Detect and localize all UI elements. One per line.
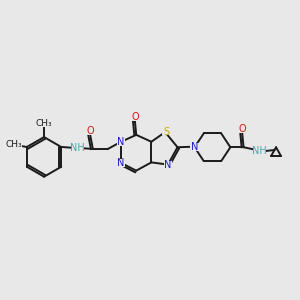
FancyBboxPatch shape xyxy=(117,159,125,167)
FancyBboxPatch shape xyxy=(238,125,246,133)
Text: N: N xyxy=(164,160,172,170)
Text: O: O xyxy=(86,126,94,136)
Text: N: N xyxy=(191,142,198,152)
FancyBboxPatch shape xyxy=(162,128,171,135)
Text: N: N xyxy=(117,158,125,168)
Text: NH: NH xyxy=(252,146,267,156)
FancyBboxPatch shape xyxy=(131,113,139,121)
FancyBboxPatch shape xyxy=(253,146,266,155)
FancyBboxPatch shape xyxy=(6,140,22,148)
FancyBboxPatch shape xyxy=(164,161,172,168)
Text: O: O xyxy=(131,112,139,122)
FancyBboxPatch shape xyxy=(117,138,125,146)
Text: O: O xyxy=(238,124,246,134)
FancyBboxPatch shape xyxy=(72,144,84,152)
Text: CH₃: CH₃ xyxy=(36,119,52,128)
FancyBboxPatch shape xyxy=(190,143,199,151)
Text: NH: NH xyxy=(70,143,85,153)
Text: S: S xyxy=(164,127,169,136)
Text: N: N xyxy=(117,137,125,147)
FancyBboxPatch shape xyxy=(86,127,94,135)
Text: CH₃: CH₃ xyxy=(6,140,22,149)
FancyBboxPatch shape xyxy=(36,119,52,127)
